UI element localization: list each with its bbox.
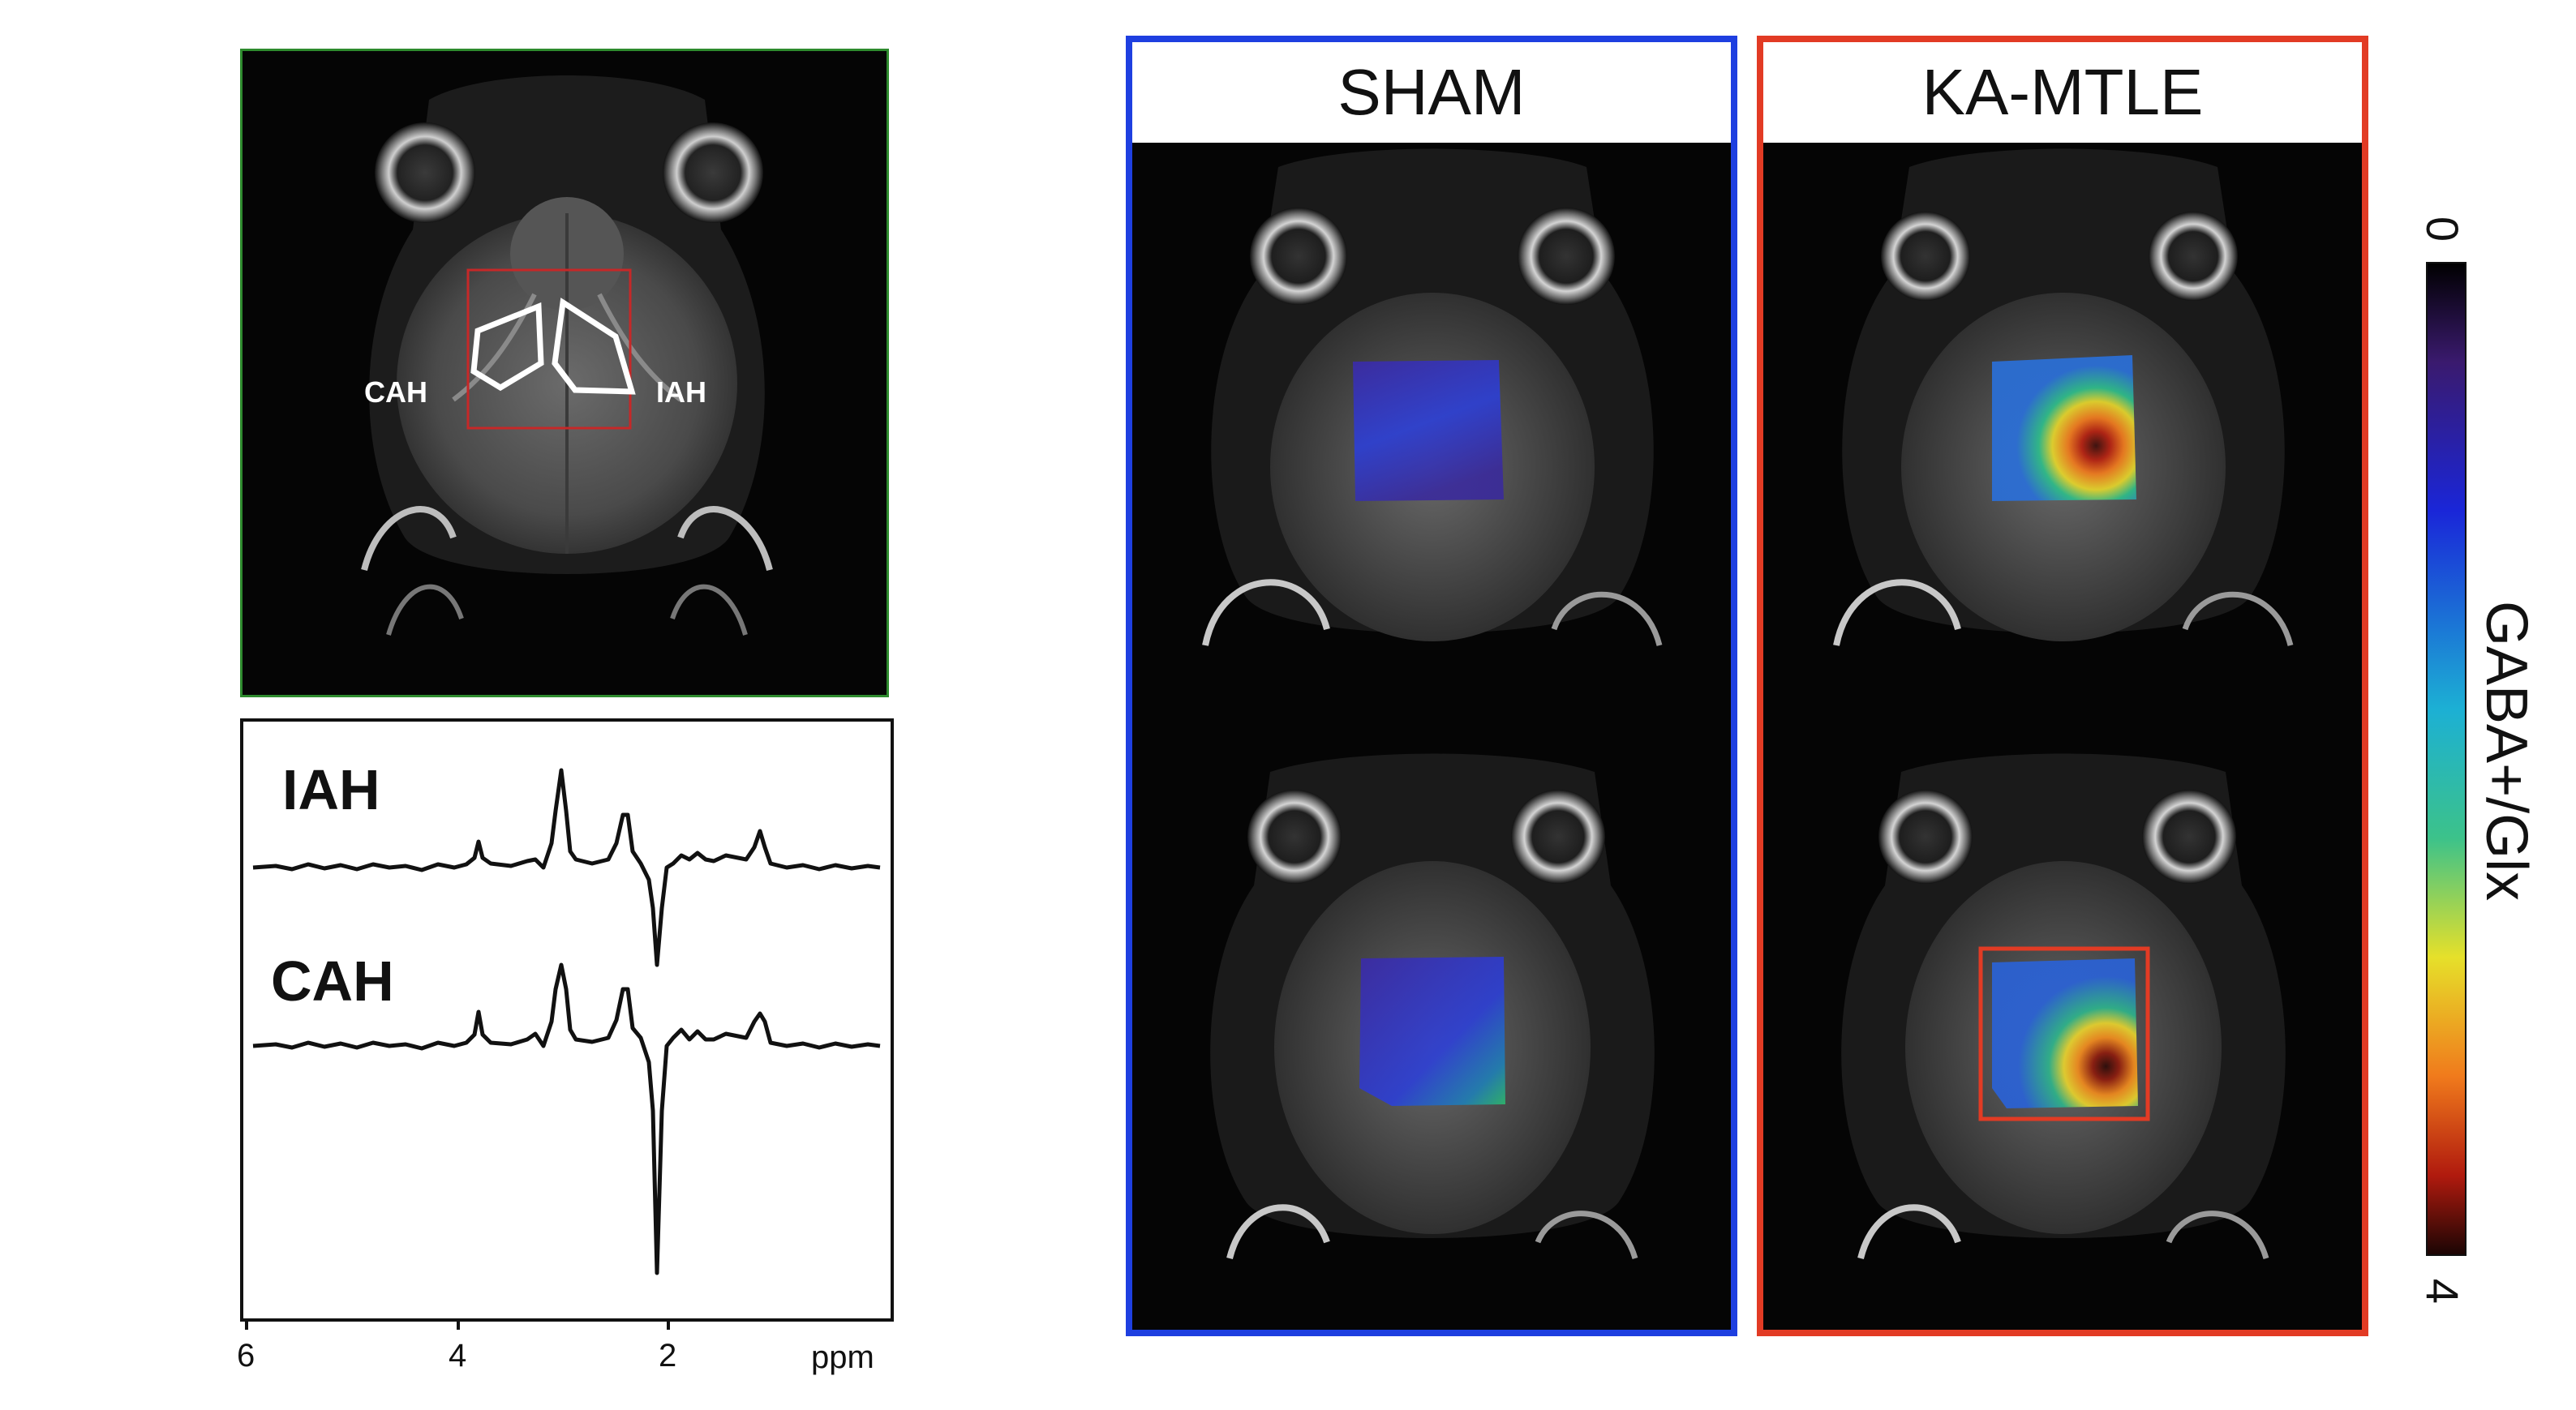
sham-group-frame: SHAM xyxy=(1126,36,1737,1336)
roi-label-right: IAH xyxy=(656,375,706,409)
reference-mri-image xyxy=(243,51,887,695)
ka-mtle-title: KA-MTLE xyxy=(1921,56,2204,128)
ka-mtle-mri-bottom xyxy=(1763,739,2362,1330)
spectra-plot xyxy=(252,768,881,1275)
ka-mtle-mri-bottom-image xyxy=(1763,739,2362,1330)
cah-roi-outline xyxy=(470,302,544,392)
iah-spectrum-trace xyxy=(252,768,881,967)
colorbar-min-label: 0 xyxy=(2417,216,2469,242)
ka-mtle-mri-top-image xyxy=(1763,143,2362,739)
roi-label-left: CAH xyxy=(364,375,427,409)
ka-mtle-top-ratio-map xyxy=(1992,355,2136,501)
x-axis-unit: ppm xyxy=(811,1339,874,1375)
ka-mtle-group-frame: KA-MTLE xyxy=(1757,36,2368,1336)
sham-title: SHAM xyxy=(1337,56,1526,128)
sham-bottom-ratio-map xyxy=(1359,957,1505,1106)
spectra-x-axis xyxy=(245,1318,670,1330)
colorbar xyxy=(2426,262,2467,1256)
cah-spectrum-trace xyxy=(252,962,881,1275)
reference-mri-panel: CAH IAH xyxy=(240,49,889,697)
tick-label-2: 2 xyxy=(659,1338,677,1374)
sham-mri-bottom xyxy=(1132,739,1731,1330)
tick-label-6: 6 xyxy=(237,1338,255,1374)
sham-mri-bottom-image xyxy=(1132,739,1731,1330)
cah-trace-label: CAH xyxy=(271,949,394,1013)
tick-label-4: 4 xyxy=(449,1338,467,1374)
ka-mtle-mri-top xyxy=(1763,143,2362,739)
colorbar-max-label: 4 xyxy=(2417,1278,2469,1305)
ka-mtle-highlight-box xyxy=(1978,946,2150,1121)
colorbar-title: GABA+/Glx xyxy=(2474,601,2539,902)
ka-mtle-bottom-ratio-map xyxy=(1992,958,2138,1108)
ka-mtle-title-bar: KA-MTLE xyxy=(1763,42,2362,143)
sham-title-bar: SHAM xyxy=(1132,42,1731,143)
roi-box xyxy=(466,268,632,430)
iah-trace-label: IAH xyxy=(282,758,380,821)
iah-roi-outline xyxy=(552,298,636,395)
spectra-panel: IAH CAH xyxy=(240,718,894,1322)
sham-top-ratio-map xyxy=(1353,360,1504,501)
sham-mri-top-image xyxy=(1132,143,1731,739)
sham-mri-top xyxy=(1132,143,1731,739)
